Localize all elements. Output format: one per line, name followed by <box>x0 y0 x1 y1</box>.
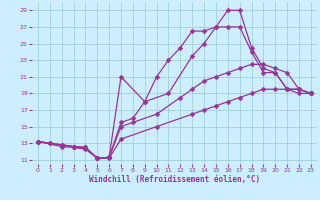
X-axis label: Windchill (Refroidissement éolien,°C): Windchill (Refroidissement éolien,°C) <box>89 175 260 184</box>
